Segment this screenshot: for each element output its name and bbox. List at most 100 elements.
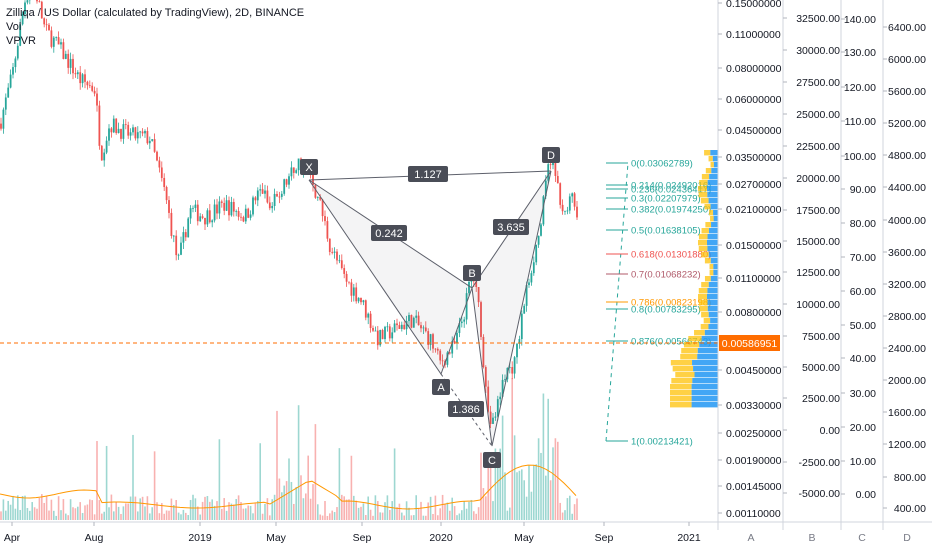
volume-bar bbox=[540, 453, 542, 520]
vpvr-bar-down bbox=[701, 282, 709, 287]
candle-body bbox=[87, 82, 89, 85]
volume-bar bbox=[63, 499, 65, 520]
volume-bar bbox=[466, 509, 468, 520]
volume-bar bbox=[471, 500, 473, 520]
candle-body bbox=[382, 330, 384, 339]
scale-c-tick-label: 30.00 bbox=[850, 388, 876, 400]
volume-bar bbox=[555, 438, 557, 520]
candle-body bbox=[341, 260, 343, 268]
volume-bar bbox=[190, 500, 192, 520]
volume-bar bbox=[295, 487, 297, 520]
price-tick-label: 0.02100000 bbox=[726, 204, 782, 216]
candle-body bbox=[279, 197, 281, 198]
price-tick-label: 0.15000000 bbox=[726, 0, 782, 10]
volume-bar bbox=[99, 500, 101, 520]
vpvr-bar-down bbox=[698, 294, 707, 299]
volume-bar bbox=[298, 405, 300, 520]
candle-body bbox=[559, 183, 561, 205]
candle-body bbox=[511, 367, 513, 374]
volume-bar bbox=[288, 458, 290, 520]
volume-bar bbox=[250, 506, 252, 520]
volume-bar bbox=[163, 514, 165, 520]
candle-body bbox=[461, 322, 463, 323]
candle-body bbox=[91, 86, 93, 91]
vpvr-bar-up bbox=[702, 336, 718, 341]
volume-bar bbox=[183, 510, 185, 520]
vpvr-bar-down bbox=[706, 168, 711, 173]
candle-body bbox=[351, 282, 353, 295]
vpvr-bar-up bbox=[698, 348, 718, 353]
candle-body bbox=[5, 98, 7, 110]
indicator-vpvr[interactable]: VPVR bbox=[6, 34, 304, 48]
candle-body bbox=[219, 201, 221, 213]
volume-bar bbox=[475, 514, 477, 520]
volume-bar bbox=[334, 512, 336, 520]
candle-body bbox=[70, 59, 72, 68]
volume-bar bbox=[370, 510, 372, 520]
candle-body bbox=[360, 298, 362, 302]
price-tick-label: 0.00110000 bbox=[726, 508, 781, 520]
candle-body bbox=[36, 0, 38, 1]
candle-body bbox=[531, 273, 533, 282]
vpvr-bar-up bbox=[713, 156, 718, 161]
volume-bar bbox=[351, 456, 353, 520]
candle-body bbox=[293, 167, 295, 172]
volume-bar bbox=[154, 451, 156, 520]
volume-bar bbox=[507, 511, 509, 520]
volume-bar bbox=[569, 496, 571, 520]
candle-body bbox=[245, 209, 247, 222]
volume-bar bbox=[70, 499, 72, 520]
candle-body bbox=[209, 210, 211, 222]
candle-body bbox=[375, 331, 377, 332]
volume-bar bbox=[435, 496, 437, 520]
fib-level-label: 0.7(0.01068232) bbox=[631, 270, 701, 281]
volume-bar bbox=[3, 499, 5, 520]
candle-body bbox=[298, 159, 300, 171]
vpvr-bar-up bbox=[705, 330, 718, 335]
candle-body bbox=[77, 72, 79, 74]
volume-bar bbox=[46, 497, 48, 520]
volume-bar bbox=[252, 513, 254, 520]
volume-bar bbox=[567, 498, 569, 520]
candle-body bbox=[185, 232, 187, 237]
vpvr-bar-down bbox=[688, 336, 701, 341]
candle-body bbox=[187, 218, 189, 237]
scale-c-tick-label: 0.00 bbox=[856, 489, 877, 501]
volume-bar bbox=[468, 502, 470, 520]
vpvr-bar-up bbox=[693, 366, 718, 371]
volume-bar bbox=[130, 497, 132, 520]
vpvr-bar-down bbox=[680, 354, 697, 359]
vpvr-bar-down bbox=[681, 348, 698, 353]
scale-c-tick-label: 40.00 bbox=[850, 353, 876, 365]
vpvr-bar-up bbox=[714, 162, 718, 167]
scale-letter-c[interactable]: C bbox=[858, 532, 866, 544]
scale-letter-b[interactable]: B bbox=[808, 532, 815, 544]
candle-body bbox=[403, 325, 405, 329]
volume-bar bbox=[375, 495, 377, 520]
volume-bar bbox=[533, 465, 535, 520]
candle-body bbox=[567, 211, 569, 212]
volume-bar bbox=[149, 513, 151, 520]
vpvr-bar-down bbox=[710, 264, 714, 269]
price-tick-label: 0.00250000 bbox=[726, 428, 782, 440]
vpvr-bar-down bbox=[709, 210, 713, 215]
scale-letter-a[interactable]: A bbox=[747, 532, 754, 544]
current-price-label: 0.00586951 bbox=[722, 338, 778, 350]
volume-bar bbox=[336, 507, 338, 520]
indicator-vol[interactable]: Vol bbox=[6, 20, 304, 34]
volume-bar bbox=[235, 499, 237, 520]
volume-bar bbox=[214, 506, 216, 520]
fib-level-label: 0(0.03062789) bbox=[631, 159, 693, 170]
candle-body bbox=[329, 239, 331, 252]
volume-bar bbox=[307, 456, 309, 520]
scale-letter-d[interactable]: D bbox=[903, 532, 911, 544]
symbol-title[interactable]: Zilliqa / US Dollar (calculated by Tradi… bbox=[6, 6, 304, 20]
candle-body bbox=[135, 127, 137, 138]
chart-legend: Zilliqa / US Dollar (calculated by Tradi… bbox=[6, 6, 304, 48]
volume-bar bbox=[293, 504, 295, 520]
volume-bar bbox=[562, 513, 564, 520]
candle-body bbox=[355, 287, 357, 301]
price-tick-label: 0.01100000 bbox=[726, 273, 781, 285]
